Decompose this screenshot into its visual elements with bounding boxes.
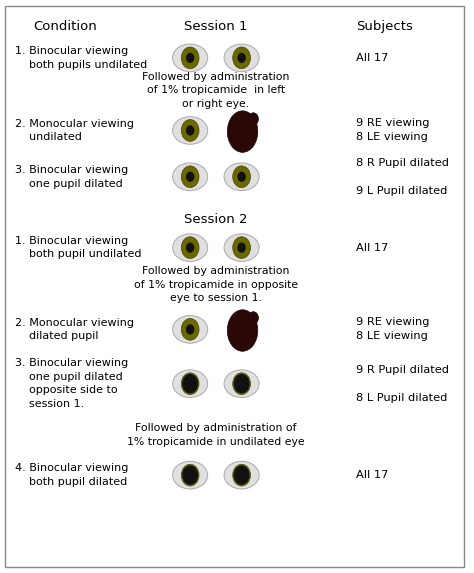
Circle shape — [182, 374, 198, 394]
Circle shape — [233, 373, 250, 395]
Text: All 17: All 17 — [356, 470, 389, 480]
Text: Followed by administration of
1% tropicamide in undilated eye: Followed by administration of 1% tropica… — [127, 423, 305, 447]
Ellipse shape — [228, 111, 258, 152]
Circle shape — [237, 53, 246, 63]
Text: 9 RE viewing
8 LE viewing: 9 RE viewing 8 LE viewing — [356, 119, 430, 143]
Ellipse shape — [224, 461, 259, 489]
Circle shape — [237, 242, 246, 253]
Ellipse shape — [173, 316, 208, 343]
Circle shape — [181, 120, 199, 142]
Circle shape — [234, 465, 249, 485]
Text: All 17: All 17 — [356, 53, 389, 63]
Text: Session 2: Session 2 — [184, 213, 247, 226]
Text: 9 RE viewing
8 LE viewing: 9 RE viewing 8 LE viewing — [356, 317, 430, 342]
Ellipse shape — [173, 44, 208, 72]
Circle shape — [234, 374, 249, 394]
Ellipse shape — [248, 312, 258, 324]
Text: 1. Binocular viewing
    both pupils undilated: 1. Binocular viewing both pupils undilat… — [15, 46, 147, 70]
Text: Session 1: Session 1 — [184, 20, 247, 33]
Circle shape — [181, 47, 199, 69]
Ellipse shape — [248, 113, 258, 125]
Text: 1. Binocular viewing
    both pupil undilated: 1. Binocular viewing both pupil undilate… — [15, 236, 141, 260]
Circle shape — [233, 166, 250, 187]
Text: Followed by administration
of 1% tropicamide in opposite
eye to session 1.: Followed by administration of 1% tropica… — [134, 266, 298, 303]
Circle shape — [181, 373, 199, 395]
Text: 9 R Pupil dilated

8 L Pupil dilated: 9 R Pupil dilated 8 L Pupil dilated — [356, 364, 449, 403]
Text: All 17: All 17 — [356, 242, 389, 253]
Circle shape — [186, 324, 194, 335]
Ellipse shape — [173, 117, 208, 144]
Text: Condition: Condition — [34, 20, 97, 33]
Circle shape — [186, 171, 194, 182]
Ellipse shape — [224, 370, 259, 398]
Ellipse shape — [224, 234, 259, 261]
Circle shape — [233, 464, 250, 486]
Circle shape — [186, 242, 194, 253]
Text: Followed by administration
of 1% tropicamide  in left
or right eye.: Followed by administration of 1% tropica… — [142, 72, 290, 109]
Text: 4. Binocular viewing
    both pupil dilated: 4. Binocular viewing both pupil dilated — [15, 464, 128, 487]
Text: 2. Monocular viewing
    undilated: 2. Monocular viewing undilated — [15, 119, 134, 142]
Ellipse shape — [224, 163, 259, 191]
Text: 3. Binocular viewing
    one pupil dilated: 3. Binocular viewing one pupil dilated — [15, 165, 128, 189]
Text: Subjects: Subjects — [356, 20, 413, 33]
Ellipse shape — [224, 44, 259, 72]
Ellipse shape — [173, 370, 208, 398]
Circle shape — [186, 53, 194, 63]
Ellipse shape — [173, 461, 208, 489]
Ellipse shape — [173, 234, 208, 261]
Ellipse shape — [173, 163, 208, 191]
Text: 3. Binocular viewing
    one pupil dilated
    opposite side to
    session 1.: 3. Binocular viewing one pupil dilated o… — [15, 358, 128, 409]
Circle shape — [181, 237, 199, 258]
Circle shape — [181, 319, 199, 340]
Ellipse shape — [228, 310, 258, 351]
Circle shape — [233, 47, 250, 69]
Text: 2. Monocular viewing
    dilated pupil: 2. Monocular viewing dilated pupil — [15, 317, 134, 341]
Text: 8 R Pupil dilated

9 L Pupil dilated: 8 R Pupil dilated 9 L Pupil dilated — [356, 158, 449, 196]
Circle shape — [237, 171, 246, 182]
Circle shape — [186, 125, 194, 136]
Circle shape — [181, 464, 199, 486]
Circle shape — [181, 166, 199, 187]
Circle shape — [182, 465, 198, 485]
Circle shape — [233, 237, 250, 258]
